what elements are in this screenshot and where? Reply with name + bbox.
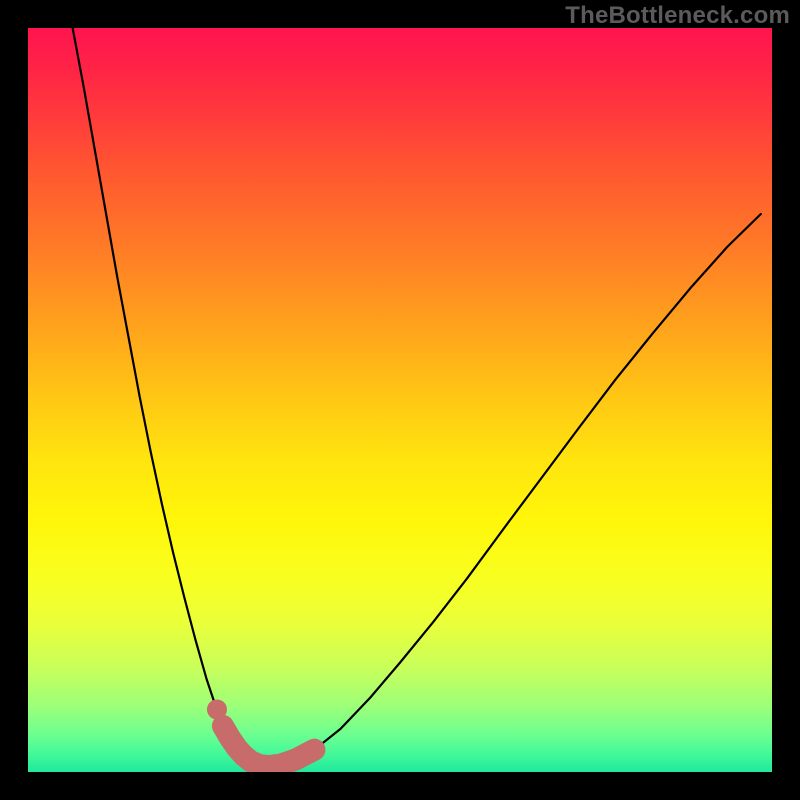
bottleneck-marker-dot bbox=[207, 700, 227, 720]
chart-svg bbox=[28, 28, 772, 772]
plot-area bbox=[28, 28, 772, 772]
figure-container: TheBottleneck.com bbox=[0, 0, 800, 800]
watermark-text: TheBottleneck.com bbox=[565, 2, 790, 30]
